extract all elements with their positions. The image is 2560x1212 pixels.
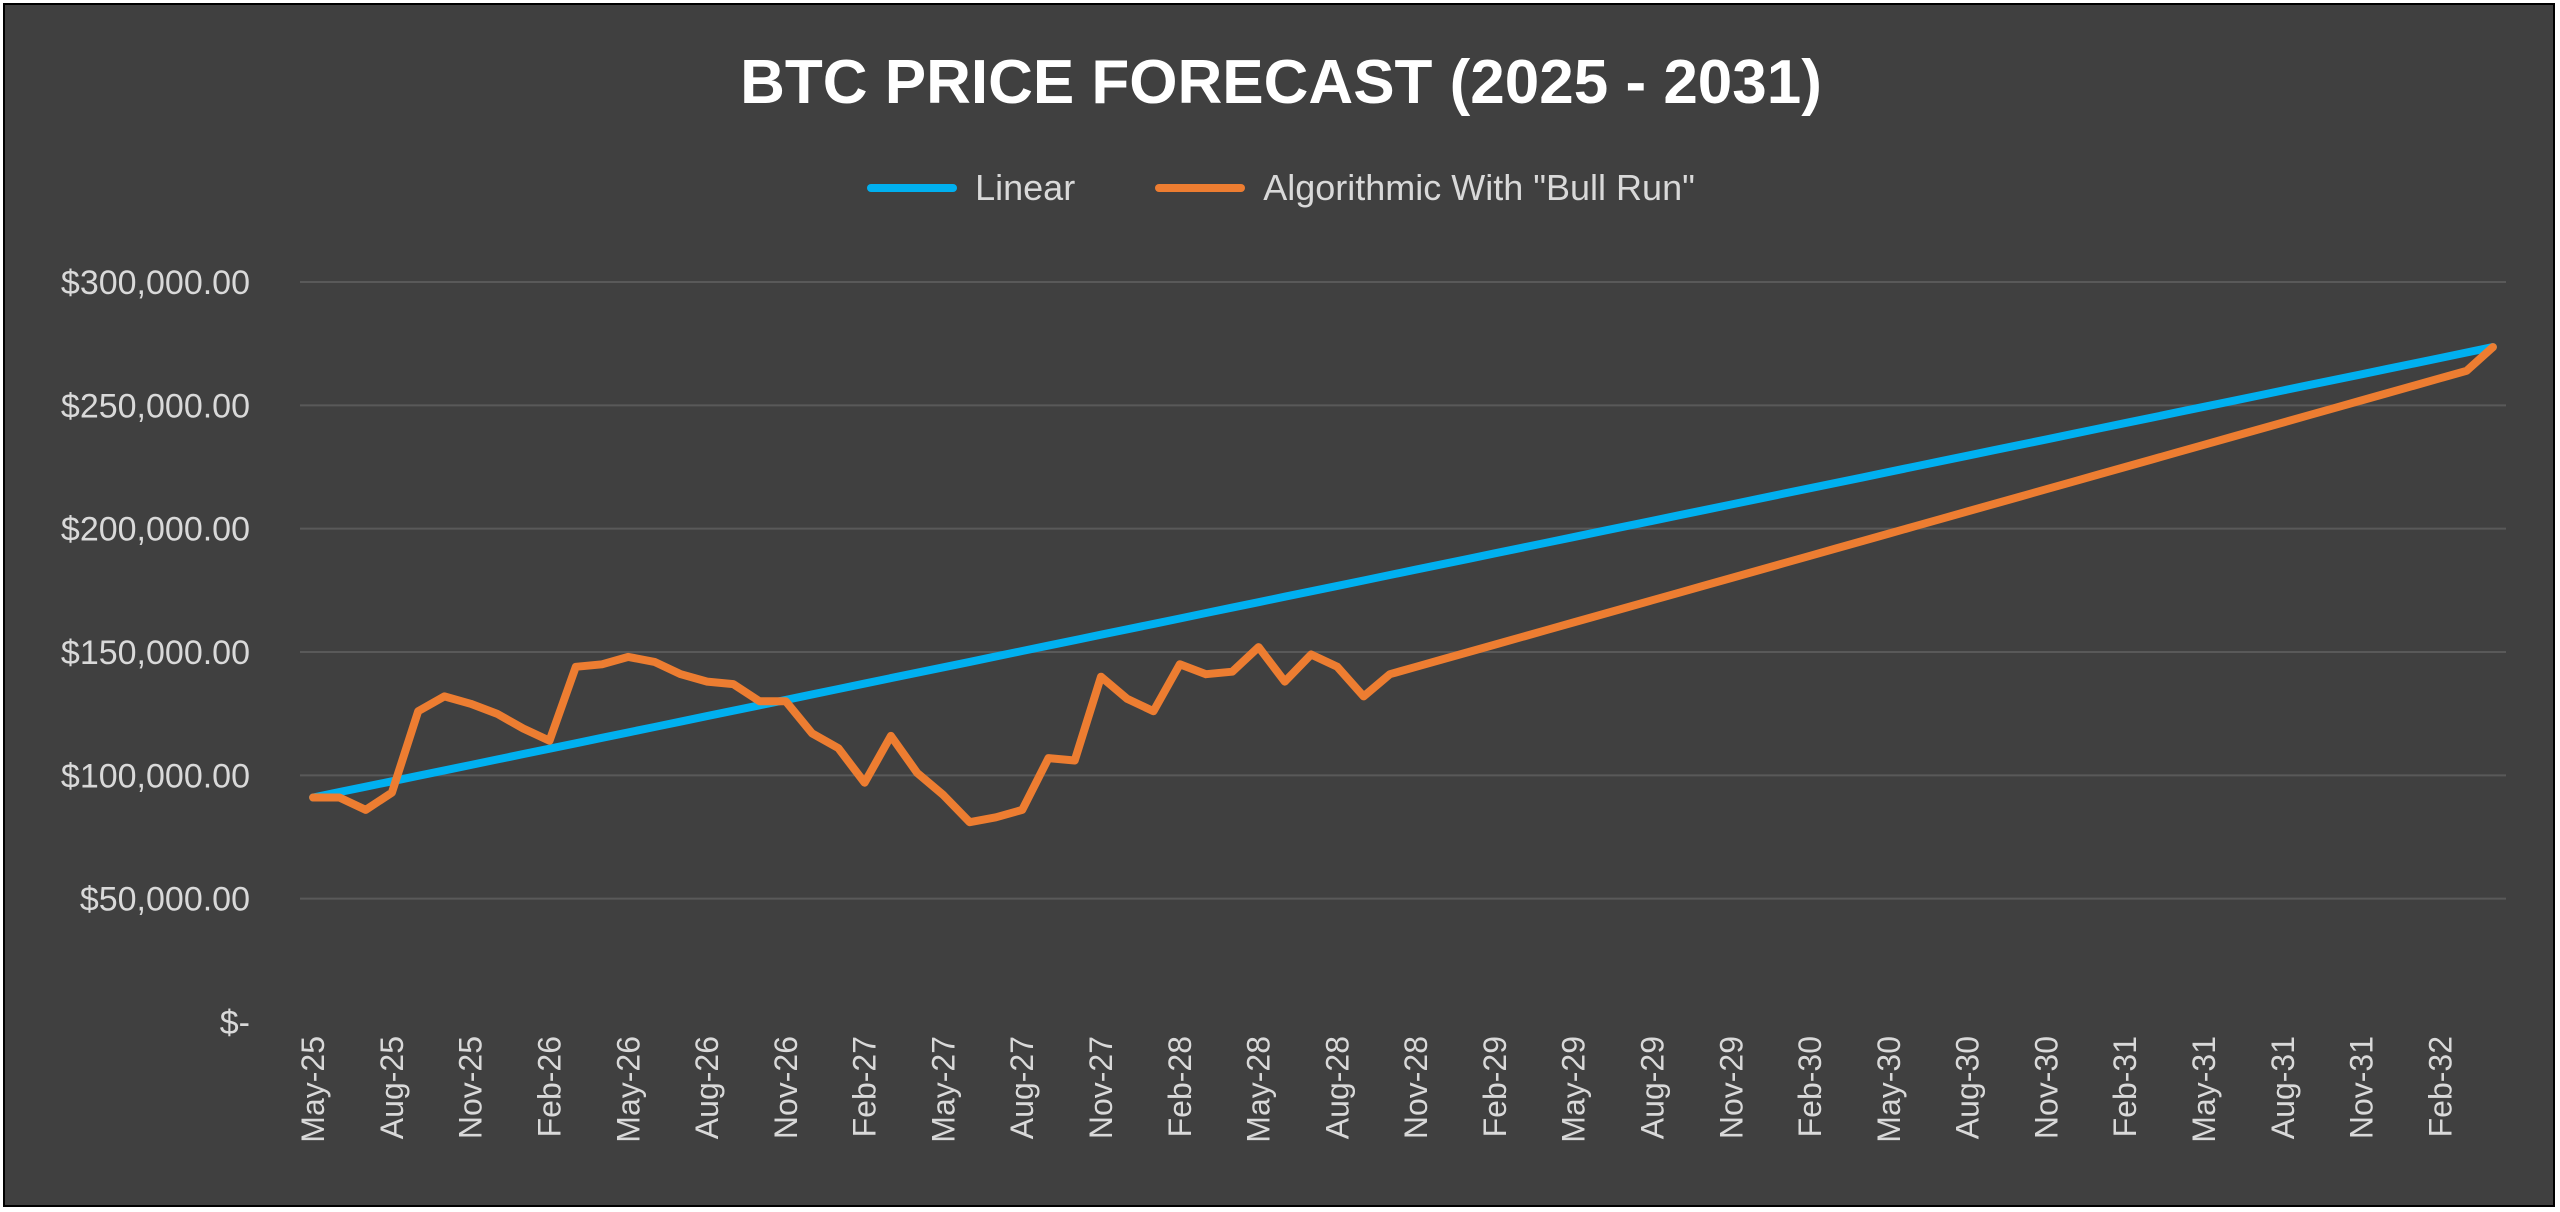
x-tick-label: Feb-29	[1477, 1036, 1513, 1137]
x-tick-label: Nov-30	[2028, 1036, 2064, 1139]
series-line-1	[309, 343, 2497, 827]
y-tick-label: $100,000.00	[61, 757, 250, 795]
x-tick-label: Feb-28	[1162, 1036, 1198, 1137]
x-tick-label: Aug-30	[1950, 1036, 1986, 1139]
x-tick-label: Feb-27	[847, 1036, 883, 1137]
series-line-0	[309, 343, 2497, 802]
x-tick-label: Aug-26	[689, 1036, 725, 1139]
x-tick-label: Feb-30	[1792, 1036, 1828, 1137]
y-tick-label: $250,000.00	[61, 387, 250, 425]
y-tick-label: $50,000.00	[80, 881, 250, 919]
x-tick-label: May-25	[295, 1036, 331, 1143]
x-tick-label: Nov-29	[1713, 1036, 1749, 1139]
x-tick-label: Aug-29	[1634, 1036, 1670, 1139]
chart-title: BTC PRICE FORECAST (2025 - 2031)	[740, 48, 1822, 117]
legend-item-linear: Linear	[867, 167, 1075, 209]
x-tick-label: Aug-25	[374, 1036, 410, 1139]
x-tick-label: Nov-25	[453, 1036, 489, 1139]
legend-label-algorithmic: Algorithmic With "Bull Run"	[1263, 167, 1695, 208]
y-tick-label: $150,000.00	[61, 634, 250, 672]
legend-item-algorithmic: Algorithmic With "Bull Run"	[1155, 167, 1695, 209]
x-tick-label: Aug-31	[2265, 1036, 2301, 1139]
y-tick-label: $300,000.00	[61, 264, 250, 302]
x-tick-label: Aug-28	[1319, 1036, 1355, 1139]
x-tick-label: May-28	[1241, 1036, 1277, 1143]
x-tick-label: May-27	[925, 1036, 961, 1143]
x-tick-label: Feb-32	[2422, 1036, 2458, 1137]
x-tick-label: Feb-31	[2107, 1036, 2143, 1137]
legend-swatch-algorithmic	[1155, 184, 1246, 192]
x-tick-label: Nov-27	[1083, 1036, 1119, 1139]
x-tick-label: Aug-27	[1004, 1036, 1040, 1139]
x-tick-label: May-30	[1871, 1036, 1907, 1143]
x-tick-label: Nov-31	[2344, 1036, 2380, 1139]
legend-swatch-linear	[867, 184, 958, 192]
chart-legend: Linear Algorithmic With "Bull Run"	[5, 167, 2557, 209]
legend-label-linear: Linear	[975, 167, 1076, 208]
x-tick-label: May-26	[610, 1036, 646, 1143]
x-tick-label: Nov-26	[768, 1036, 804, 1139]
y-tick-label: $200,000.00	[61, 511, 250, 549]
x-tick-label: Nov-28	[1398, 1036, 1434, 1139]
x-tick-label: May-29	[1556, 1036, 1592, 1143]
x-tick-label: Feb-26	[531, 1036, 567, 1137]
y-tick-label: $-	[220, 1004, 250, 1042]
x-tick-label: May-31	[2186, 1036, 2222, 1143]
chart-frame: BTC PRICE FORECAST (2025 - 2031) Linear …	[3, 3, 2555, 1207]
